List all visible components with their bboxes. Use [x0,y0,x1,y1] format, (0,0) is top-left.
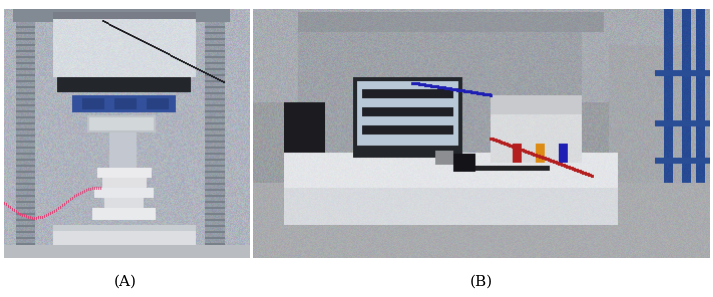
Text: (B): (B) [470,275,493,289]
Text: (A): (A) [113,275,136,289]
